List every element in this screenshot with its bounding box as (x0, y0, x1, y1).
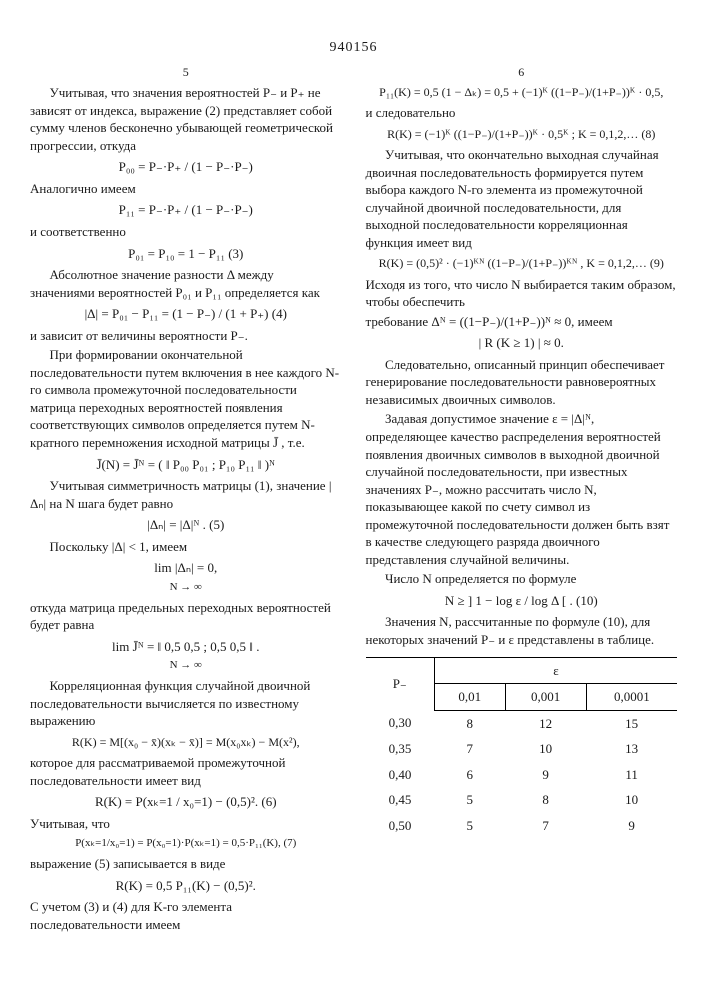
left-column: 5 Учитывая, что значения вероятностей P₋… (30, 64, 342, 935)
right-column: 6 P₁₁(K) = 0,5 (1 − Δₖ) = 0,5 + (−1)ᴷ ((… (366, 64, 678, 935)
table-cell: 10 (505, 736, 586, 762)
formula: R(K) = M[(x₀ − x̄)(xₖ − x̄)] = M(x₀xₖ) −… (30, 734, 342, 750)
formula: lim J̄ᴺ = ‖ 0,5 0,5 ; 0,5 0,5 ‖ . N → ∞ (30, 638, 342, 673)
table-cell: 6 (434, 762, 505, 788)
results-table: P₋ ε 0,01 0,001 0,0001 0,30 8 12 15 0,35… (366, 657, 678, 839)
table-cell: 8 (505, 787, 586, 813)
table-cell: 11 (586, 762, 677, 788)
table-cell: 13 (586, 736, 677, 762)
formula: P₀₀ = P₋·P₊ / (1 − P₋·P₋) (30, 158, 342, 176)
table-row: 0,30 8 12 15 (366, 710, 678, 736)
formula: N ≥ ] 1 − log ε / log Δ [ . (10) (366, 592, 678, 610)
formula: J̄(N) = J̄ᴺ = ( ‖ P₀₀ P₀₁ ; P₁₀ P₁₁ ‖ )ᴺ (30, 456, 342, 474)
table-cell: 0,30 (366, 710, 435, 736)
table-eps: 0,01 (434, 684, 505, 711)
table-row-header: P₋ (366, 657, 435, 710)
table-cell: 5 (434, 787, 505, 813)
para: Учитывая, что значения вероятностей P₋ и… (30, 84, 342, 154)
para: и соответственно (30, 223, 342, 241)
para: Корреляционная функция случайной двоично… (30, 677, 342, 730)
table-row: 0,45 5 8 10 (366, 787, 678, 813)
para: и следовательно (366, 104, 678, 122)
table-row: 0,50 5 7 9 (366, 813, 678, 839)
formula: R(K) = P(xₖ=1 / x₀=1) − (0,5)². (6) (30, 793, 342, 811)
table-cell: 12 (505, 710, 586, 736)
formula: | R (K ≥ 1) | ≈ 0. (366, 334, 678, 352)
table-cell: 0,35 (366, 736, 435, 762)
formula-sub: N → ∞ (170, 581, 202, 593)
formula-text: lim |Δₙ| = 0, (154, 560, 217, 575)
para: Аналогично имеем (30, 180, 342, 198)
table-cell: 0,50 (366, 813, 435, 839)
table-cell: 9 (586, 813, 677, 839)
para: Учитывая, что (30, 815, 342, 833)
para: Абсолютное значение разности Δ между зна… (30, 266, 342, 301)
para: выражение (5) записывается в виде (30, 855, 342, 873)
para: откуда матрица предельных переходных вер… (30, 599, 342, 634)
table-cell: 8 (434, 710, 505, 736)
page-num-left: 5 (30, 64, 342, 80)
formula: R(K) = (−1)ᴷ ((1−P₋)/(1+P₋))ᴷ · 0,5ᴷ ; K… (366, 126, 678, 142)
para: Поскольку |Δ| < 1, имеем (30, 538, 342, 556)
para: Исходя из того, что число N выбирается т… (366, 276, 678, 311)
para: Учитывая, что окончательно выходная случ… (366, 146, 678, 251)
table-cell: 0,45 (366, 787, 435, 813)
formula: P₀₁ = P₁₀ = 1 − P₁₁ (3) (30, 245, 342, 263)
formula-sub: N → ∞ (170, 659, 202, 671)
para: С учетом (3) и (4) для K-го элемента пос… (30, 898, 342, 933)
para: Задавая допустимое значение ε = |Δ|ᴺ, оп… (366, 410, 678, 568)
table-cell: 7 (434, 736, 505, 762)
para: При формировании окончательной последова… (30, 346, 342, 451)
table-cell: 7 (505, 813, 586, 839)
table-cell: 10 (586, 787, 677, 813)
formula: P₁₁ = P₋·P₊ / (1 − P₋·P₋) (30, 201, 342, 219)
table-cell: 5 (434, 813, 505, 839)
para: которое для рассматриваемой промежуточно… (30, 754, 342, 789)
para: Значения N, рассчитанные по формуле (10)… (366, 613, 678, 648)
formula-text: lim J̄ᴺ = ‖ 0,5 0,5 ; 0,5 0,5 ‖ . (112, 639, 259, 654)
page-columns: 5 Учитывая, что значения вероятностей P₋… (30, 64, 677, 935)
table-cell: 9 (505, 762, 586, 788)
table-col-header: ε (434, 657, 677, 684)
table-row: 0,40 6 9 11 (366, 762, 678, 788)
doc-number: 940156 (30, 40, 677, 56)
para: Учитывая симметричность матрицы (1), зна… (30, 477, 342, 512)
formula: P₁₁(K) = 0,5 (1 − Δₖ) = 0,5 + (−1)ᴷ ((1−… (366, 84, 678, 100)
formula: |Δ| = P₀₁ − P₁₁ = (1 − P₋) / (1 + P₊) (4… (30, 305, 342, 323)
formula: |Δₙ| = |Δ|ᴺ . (5) (30, 516, 342, 534)
para: и зависит от величины вероятности P₋. (30, 327, 342, 345)
table-cell: 15 (586, 710, 677, 736)
formula: lim |Δₙ| = 0, N → ∞ (30, 559, 342, 594)
para: Число N определяется по формуле (366, 570, 678, 588)
para: Следовательно, описанный принцип обеспеч… (366, 356, 678, 409)
formula: P(xₖ=1/x₀=1) = P(x₀=1)·P(xₖ=1) = 0,5·P₁₁… (30, 836, 342, 851)
formula: R(K) = 0,5 P₁₁(K) − (0,5)². (30, 877, 342, 895)
table-row: 0,35 7 10 13 (366, 736, 678, 762)
table-cell: 0,40 (366, 762, 435, 788)
table-eps: 0,001 (505, 684, 586, 711)
formula: R(K) = (0,5)² · (−1)ᴷᴺ ((1−P₋)/(1+P₋))ᴷᴺ… (366, 255, 678, 271)
table-eps: 0,0001 (586, 684, 677, 711)
para: требование Δᴺ = ((1−P₋)/(1+P₋))ᴺ ≈ 0, им… (366, 313, 678, 331)
page-num-right: 6 (366, 64, 678, 80)
